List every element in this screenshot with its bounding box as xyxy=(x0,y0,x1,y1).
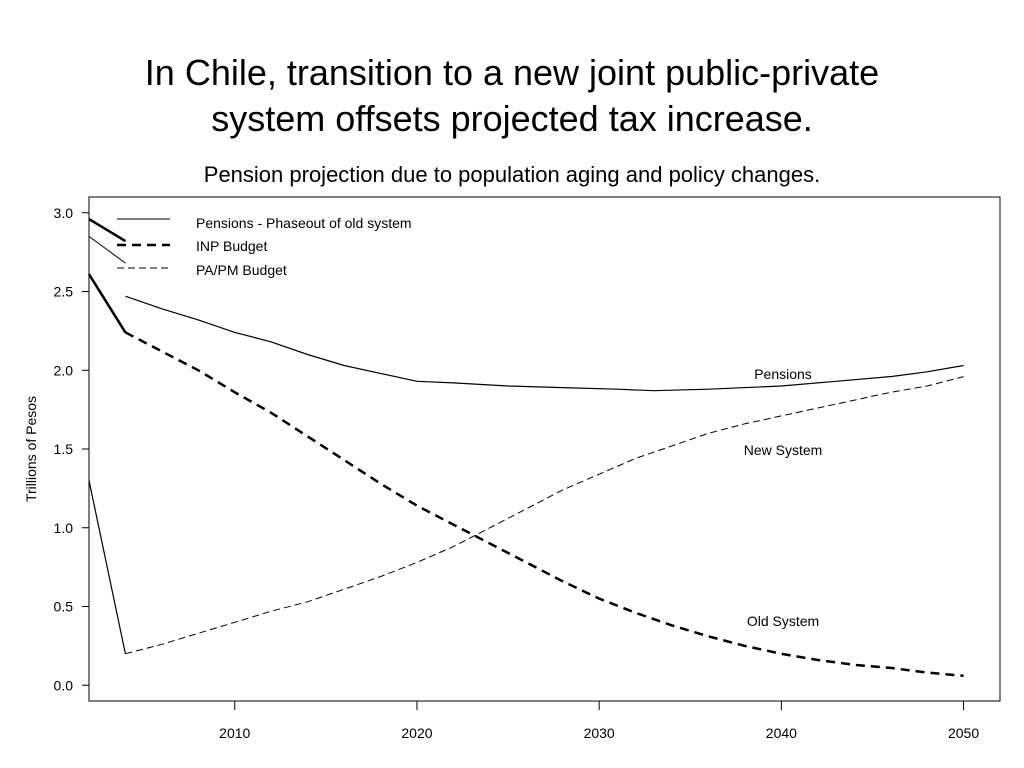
annotation-old-system: Old System xyxy=(747,613,819,629)
title-line-2: system offsets projected tax increase. xyxy=(211,98,813,139)
y-axis-label: Trillions of Pesos xyxy=(23,396,39,502)
x-tick-label: 2030 xyxy=(584,725,615,741)
y-tick-label: 2.5 xyxy=(54,284,74,300)
x-tick-label: 2010 xyxy=(219,725,250,741)
y-tick-label: 3.0 xyxy=(54,205,74,221)
legend: Pensions - Phaseout of old system INP Bu… xyxy=(117,215,412,278)
x-tick-label: 2040 xyxy=(766,725,797,741)
annotation-new-system: New System xyxy=(744,442,823,458)
legend-label-pensions: Pensions - Phaseout of old system xyxy=(196,215,412,231)
x-axis-label: Y xyxy=(530,765,540,768)
slide-subtitle: Pension projection due to population agi… xyxy=(203,162,821,187)
y-tick-label: 2.0 xyxy=(54,362,74,378)
y-tick-label: 0.0 xyxy=(54,677,74,693)
slide-title: In Chile, transition to a new joint publ… xyxy=(0,50,1024,142)
axes: 0.0 0.5 1.0 1.5 2.0 2.5 3.0 2010 2020 2030 2040 205… xyxy=(54,205,980,741)
pensions-line xyxy=(125,295,964,392)
y-tick-label: 0.5 xyxy=(54,599,74,615)
y-tick-label: 1.0 xyxy=(54,520,74,536)
x-tick-label: 2020 xyxy=(401,725,432,741)
legend-label-papm: PA/PM Budget xyxy=(196,262,287,278)
annotation-pensions: Pensions xyxy=(754,366,812,382)
early-segment-line xyxy=(88,480,126,654)
legend-label-inp: INP Budget xyxy=(196,238,267,254)
papm-budget-line xyxy=(125,376,964,655)
early-segment-line xyxy=(88,235,126,264)
early-segment-line xyxy=(87,273,127,334)
y-tick-label: 1.5 xyxy=(54,441,74,457)
series-lines xyxy=(87,218,964,678)
early-segment-line xyxy=(88,218,127,243)
title-line-1: In Chile, transition to a new joint publ… xyxy=(144,52,880,93)
x-tick-label: 2050 xyxy=(948,725,979,741)
inp-budget-line xyxy=(124,331,964,678)
